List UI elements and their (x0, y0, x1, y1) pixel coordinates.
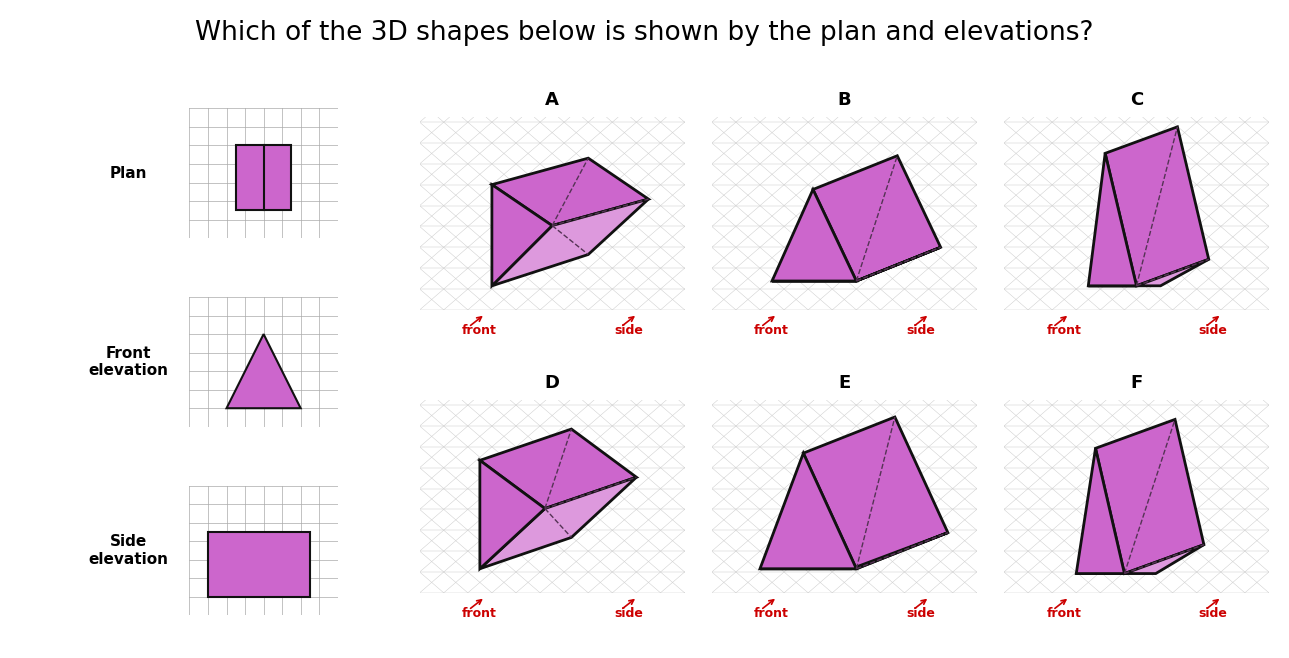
Text: Front
elevation: Front elevation (88, 345, 169, 378)
Polygon shape (803, 417, 947, 569)
Polygon shape (480, 477, 637, 569)
Polygon shape (492, 158, 648, 226)
Text: front: front (461, 324, 496, 337)
Text: side: side (1199, 607, 1227, 620)
Polygon shape (1105, 127, 1209, 286)
Text: front: front (1047, 324, 1081, 337)
Polygon shape (1088, 153, 1137, 286)
Text: E: E (838, 374, 851, 392)
Text: C: C (1130, 91, 1143, 109)
Text: side: side (906, 324, 936, 337)
Polygon shape (1076, 545, 1204, 574)
Polygon shape (227, 334, 300, 408)
Text: B: B (838, 91, 851, 109)
Polygon shape (1088, 259, 1209, 286)
Text: front: front (754, 324, 789, 337)
Text: side: side (1199, 324, 1227, 337)
Polygon shape (772, 190, 856, 281)
Polygon shape (480, 461, 545, 569)
Polygon shape (492, 199, 648, 286)
Text: side: side (614, 607, 643, 620)
Polygon shape (1096, 419, 1204, 574)
Polygon shape (236, 145, 291, 211)
Polygon shape (492, 185, 552, 286)
Text: side: side (614, 324, 643, 337)
Text: F: F (1130, 374, 1142, 392)
Polygon shape (813, 156, 941, 281)
Text: A: A (545, 91, 559, 109)
Text: Plan: Plan (110, 166, 147, 181)
Text: Which of the 3D shapes below is shown by the plan and elevations?: Which of the 3D shapes below is shown by… (195, 20, 1094, 46)
Text: side: side (906, 607, 936, 620)
Polygon shape (772, 247, 941, 281)
Text: D: D (545, 374, 559, 392)
Text: front: front (461, 607, 496, 620)
Polygon shape (480, 429, 637, 509)
Text: front: front (1047, 607, 1081, 620)
Polygon shape (208, 532, 309, 597)
Polygon shape (761, 532, 947, 569)
Text: Side
elevation: Side elevation (88, 534, 169, 567)
Polygon shape (1076, 448, 1124, 574)
Polygon shape (761, 453, 856, 569)
Text: front: front (754, 607, 789, 620)
